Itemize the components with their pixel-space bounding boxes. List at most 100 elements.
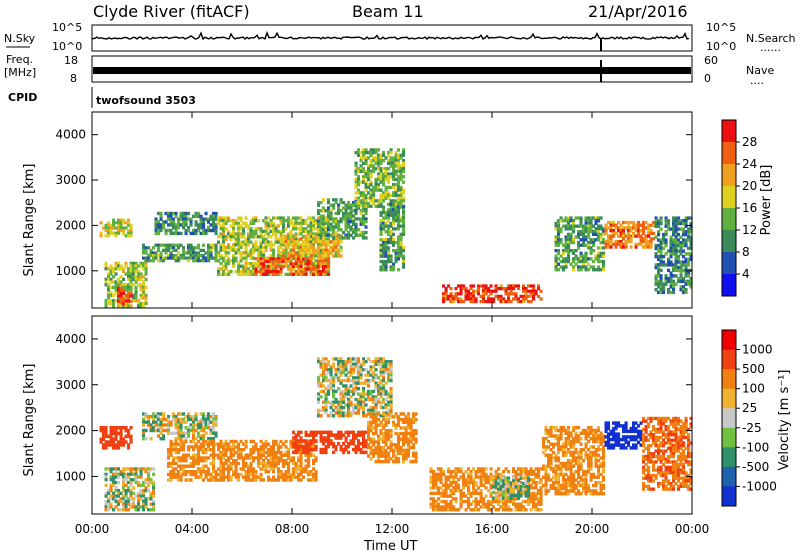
data-cell — [429, 486, 433, 490]
data-cell — [532, 287, 536, 291]
data-cell — [469, 284, 473, 288]
data-cell — [124, 494, 128, 498]
data-cell — [389, 148, 393, 152]
data-cell — [309, 267, 313, 271]
data-cell — [299, 248, 303, 253]
data-cell — [327, 389, 331, 394]
data-cell — [559, 254, 563, 258]
data-cell — [174, 475, 178, 479]
data-cell — [284, 248, 288, 252]
data-cell — [377, 417, 381, 422]
data-cell — [402, 254, 406, 258]
data-cell — [109, 470, 113, 474]
data-cell — [222, 467, 226, 471]
data-cell — [117, 491, 121, 495]
data-cell — [174, 231, 178, 236]
data-cell — [364, 183, 368, 187]
data-cell — [334, 254, 338, 258]
data-cell — [469, 287, 473, 291]
data-cell — [379, 227, 383, 231]
data-cell — [344, 387, 348, 391]
data-cell — [197, 243, 201, 247]
data-cell — [399, 156, 403, 160]
data-cell — [129, 280, 133, 284]
data-cell — [617, 229, 621, 233]
data-cell — [219, 472, 223, 477]
data-cell — [367, 397, 371, 402]
data-cell — [357, 151, 361, 155]
data-cell — [267, 227, 271, 231]
data-cell — [674, 265, 678, 270]
data-cell — [319, 389, 323, 394]
data-cell — [599, 240, 603, 245]
data-cell — [239, 259, 243, 263]
data-cell — [602, 227, 606, 231]
data-cell — [364, 175, 368, 179]
data-cell — [564, 246, 568, 250]
data-cell — [169, 217, 173, 221]
data-cell — [99, 428, 103, 433]
data-cell — [339, 217, 343, 221]
data-cell — [684, 288, 688, 292]
data-cell — [102, 426, 106, 430]
data-cell — [154, 251, 158, 255]
data-cell — [617, 226, 621, 230]
data-cell — [387, 193, 391, 198]
data-cell — [177, 434, 181, 438]
data-cell — [394, 177, 398, 182]
data-cell — [382, 268, 386, 272]
data-cell — [354, 397, 358, 402]
data-cell — [364, 199, 368, 203]
data-cell — [359, 222, 363, 226]
data-cell — [677, 279, 681, 284]
data-cell — [117, 301, 121, 306]
data-cell — [222, 270, 226, 274]
data-cell — [367, 395, 371, 399]
data-cell — [127, 486, 131, 490]
data-cell — [124, 272, 128, 276]
data-cell — [199, 420, 203, 424]
data-cell — [684, 241, 688, 245]
data-cell — [332, 234, 336, 238]
data-cell — [194, 459, 198, 463]
data-cell — [249, 240, 253, 244]
data-cell — [322, 368, 326, 372]
data-cell — [524, 294, 528, 298]
data-cell — [287, 456, 291, 460]
data-cell — [397, 169, 401, 173]
data-cell — [257, 464, 261, 468]
data-cell — [129, 283, 133, 287]
data-cell — [284, 264, 288, 268]
data-cell — [384, 443, 388, 447]
data-cell — [554, 268, 558, 272]
data-cell — [154, 220, 158, 224]
data-cell — [682, 238, 686, 242]
data-cell — [644, 237, 648, 241]
data-cell — [389, 202, 393, 206]
data-cell — [307, 257, 311, 261]
data-cell — [469, 292, 473, 296]
data-cell — [214, 442, 218, 446]
data-cell — [232, 261, 236, 266]
data-cell — [582, 254, 586, 258]
data-cell — [389, 257, 393, 261]
data-cell — [332, 198, 336, 202]
data-cell — [317, 430, 321, 435]
data-cell — [364, 230, 368, 235]
data-cell — [344, 444, 348, 449]
data-cell — [304, 270, 308, 274]
data-cell — [682, 221, 686, 226]
data-cell — [222, 229, 226, 234]
data-cell — [384, 167, 388, 171]
data-cell — [127, 288, 131, 292]
data-cell — [252, 475, 256, 479]
data-cell — [364, 444, 368, 449]
data-cell — [327, 219, 331, 223]
data-cell — [132, 264, 136, 268]
data-cell — [584, 268, 588, 272]
data-cell — [474, 300, 478, 304]
data-cell — [152, 426, 156, 430]
data-cell — [554, 254, 558, 258]
data-cell — [569, 249, 573, 253]
